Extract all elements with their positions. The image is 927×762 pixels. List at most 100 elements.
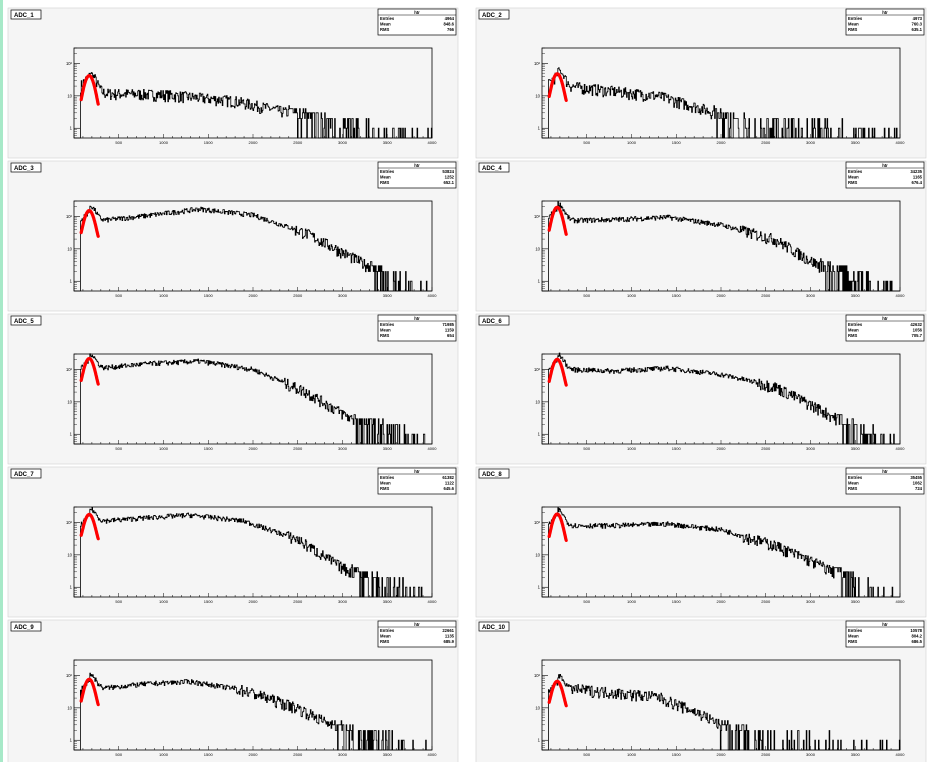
stats-label-entries: Entries xyxy=(848,16,863,21)
x-tick-label: 2500 xyxy=(293,446,303,451)
stats-label-mean: Mean xyxy=(380,328,391,333)
x-tick-label: 1000 xyxy=(159,752,169,757)
stats-label-mean: Mean xyxy=(848,22,859,27)
histogram-line xyxy=(74,353,432,445)
x-tick-label: 1000 xyxy=(159,140,169,145)
x-tick-label: 2500 xyxy=(761,293,771,298)
x-tick-label: 2500 xyxy=(293,293,303,298)
y-tick-label: 1 xyxy=(538,585,541,590)
title-box xyxy=(10,315,42,326)
y-tick-label: 1 xyxy=(70,126,73,131)
histogram-pad-2: ADC_2 htr Entries 4973 Mean 760.3 RMS 635.1 500 1… xyxy=(475,7,927,159)
x-tick-label: 4000 xyxy=(896,752,906,757)
stats-label-entries: Entries xyxy=(380,628,395,633)
stats-label-rms: RMS xyxy=(380,333,390,338)
stats-label-entries: Entries xyxy=(380,475,395,480)
x-tick-label: 2500 xyxy=(293,599,303,604)
x-tick-label: 3500 xyxy=(851,599,861,604)
y-tick-label: 10 xyxy=(535,93,540,98)
histogram-pad-8: ADC_8 htr Entries 35455 Mean 1062 RMS 724 500 100… xyxy=(475,466,927,618)
stats-label-entries: Entries xyxy=(848,322,863,327)
stats-label-mean: Mean xyxy=(380,175,391,180)
histogram-line xyxy=(74,507,432,598)
stats-label-rms: RMS xyxy=(380,639,390,644)
title-box xyxy=(478,9,510,20)
x-tick-label: 2000 xyxy=(249,140,259,145)
stats-frame xyxy=(845,8,925,36)
x-tick-label: 1000 xyxy=(627,446,637,451)
stats-label-rms: RMS xyxy=(380,180,390,185)
stats-label-rms: RMS xyxy=(380,486,390,491)
x-tick-label: 3500 xyxy=(851,446,861,451)
stats-value-mean: 848.6 xyxy=(444,22,455,27)
stats-frame xyxy=(845,161,925,189)
histogram-line xyxy=(542,674,901,751)
x-tick-label: 3500 xyxy=(383,446,393,451)
histogram-title: ADC_8 xyxy=(482,472,502,478)
stats-value-entries: 22661 xyxy=(442,628,454,633)
stats-value-mean: 760.3 xyxy=(912,22,923,27)
stats-frame xyxy=(377,161,457,189)
stats-box: htr Entries 4973 Mean 760.3 RMS 635.1 xyxy=(845,8,925,36)
stats-label-entries: Entries xyxy=(380,169,395,174)
stats-box: htr Entries 4964 Mean 848.6 RMS 766 xyxy=(377,8,457,36)
histogram-pad-1: ADC_1 htr Entries 4964 Mean 848.6 RMS 766 500 100… xyxy=(7,7,459,159)
x-tick-label: 500 xyxy=(115,599,122,604)
x-tick-label: 2000 xyxy=(717,446,727,451)
y-tick-label: 10² xyxy=(66,214,73,219)
x-tick-label: 4000 xyxy=(896,446,906,451)
x-tick-label: 4000 xyxy=(428,446,438,451)
x-tick-label: 2500 xyxy=(761,446,771,451)
stats-value-entries: 10578 xyxy=(910,628,922,633)
stats-header: htr xyxy=(882,163,888,168)
histogram-title: ADC_1 xyxy=(14,13,34,19)
x-tick-label: 1500 xyxy=(672,752,682,757)
stats-value-rms: 652.1 xyxy=(444,180,455,185)
stats-label-rms: RMS xyxy=(848,27,858,32)
y-tick-label: 10 xyxy=(67,705,72,710)
x-tick-label: 2000 xyxy=(717,293,727,298)
histogram-title: ADC_5 xyxy=(14,319,34,325)
stats-value-entries: 71985 xyxy=(442,322,454,327)
stats-header: htr xyxy=(882,622,888,627)
stats-header: htr xyxy=(882,316,888,321)
stats-value-rms: 635.1 xyxy=(912,27,923,32)
x-tick-label: 1000 xyxy=(627,140,637,145)
stats-box: htr Entries 53824 Mean 1252 RMS 652.1 xyxy=(377,161,457,189)
x-tick-label: 4000 xyxy=(896,140,906,145)
x-tick-label: 4000 xyxy=(896,293,906,298)
y-tick-label: 10² xyxy=(534,673,541,678)
fit-curve xyxy=(547,679,568,708)
stats-label-entries: Entries xyxy=(380,322,395,327)
x-tick-label: 500 xyxy=(583,140,590,145)
stats-header: htr xyxy=(414,163,420,168)
stats-box: htr Entries 35455 Mean 1062 RMS 724 xyxy=(845,467,925,495)
x-tick-label: 3500 xyxy=(851,140,861,145)
stats-header: htr xyxy=(414,316,420,321)
x-tick-label: 1500 xyxy=(672,446,682,451)
x-tick-label: 3500 xyxy=(383,599,393,604)
stats-frame xyxy=(845,467,925,495)
stats-label-mean: Mean xyxy=(380,22,391,27)
fit-curve xyxy=(79,208,100,238)
stats-header: htr xyxy=(414,622,420,627)
title-box xyxy=(478,468,510,479)
stats-value-mean: 1165 xyxy=(913,175,923,180)
x-tick-label: 2500 xyxy=(293,140,303,145)
fit-curve xyxy=(79,512,100,541)
stats-value-rms: 676.4 xyxy=(912,180,923,185)
histogram-pad-4: ADC_4 htr Entries 34235 Mean 1165 RMS 676.4 500 1… xyxy=(475,160,927,312)
x-tick-label: 3000 xyxy=(806,446,816,451)
stats-label-rms: RMS xyxy=(848,639,858,644)
x-tick-label: 3000 xyxy=(806,599,816,604)
stats-label-mean: Mean xyxy=(380,481,391,486)
fit-curve xyxy=(547,512,568,542)
y-tick-label: 1 xyxy=(70,738,73,743)
stats-value-mean: 1056 xyxy=(913,328,923,333)
stats-box: htr Entries 10578 Mean 804.2 RMS 686.5 xyxy=(845,620,925,648)
histogram-line xyxy=(74,205,432,292)
stats-label-mean: Mean xyxy=(848,328,859,333)
x-tick-label: 3000 xyxy=(338,140,348,145)
histogram-pad-10: ADC_10 htr Entries 10578 Mean 804.2 RMS 686.5 50… xyxy=(475,619,927,762)
